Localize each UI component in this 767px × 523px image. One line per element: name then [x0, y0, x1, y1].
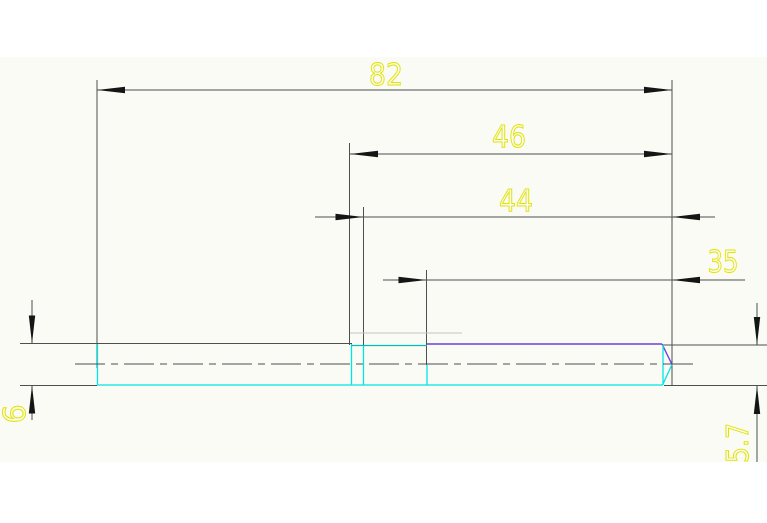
dim57-up-arrow-icon — [753, 386, 761, 414]
dim44-value-text[interactable]: 44 — [499, 184, 534, 220]
shaft-part[interactable] — [96, 332, 673, 386]
shaft-tip-bottom-chamfer-edge — [662, 364, 673, 385]
dim6-up-arrow-icon — [28, 385, 36, 414]
dimension-35[interactable]: 35 — [383, 245, 745, 365]
drawing-canvas-background — [0, 57, 767, 462]
dimension-46[interactable]: 46 — [349, 120, 673, 345]
dim57-value-text[interactable]: 5.7 — [721, 423, 757, 464]
dim35-value-text[interactable]: 35 — [707, 245, 739, 281]
dim57-down-arrow-icon — [753, 317, 761, 345]
dim6-value-text[interactable]: 6 — [0, 404, 34, 424]
dim6-down-arrow-icon — [28, 315, 36, 344]
dim82-left-arrow-icon — [97, 86, 125, 94]
dim46-left-arrow-icon — [350, 150, 378, 158]
dim46-right-arrow-icon — [644, 150, 672, 158]
dimension-6[interactable]: 6 — [0, 300, 97, 424]
dim35-left-arrow-icon — [398, 276, 427, 284]
dimension-82[interactable]: 82 — [96, 58, 673, 385]
dim82-right-arrow-icon — [644, 86, 672, 94]
dim44-right-arrow-icon — [672, 213, 700, 221]
dim35-right-arrow-icon — [672, 276, 700, 284]
dim46-value-text[interactable]: 46 — [492, 120, 527, 156]
shaft-tip-top-chamfer-edge — [661, 343, 673, 365]
dim44-left-arrow-icon — [335, 213, 364, 221]
dimension-44[interactable]: 44 — [315, 184, 715, 345]
dimension-5-7[interactable]: 5.7 — [663, 303, 767, 464]
dim82-value-text[interactable]: 82 — [369, 58, 404, 94]
